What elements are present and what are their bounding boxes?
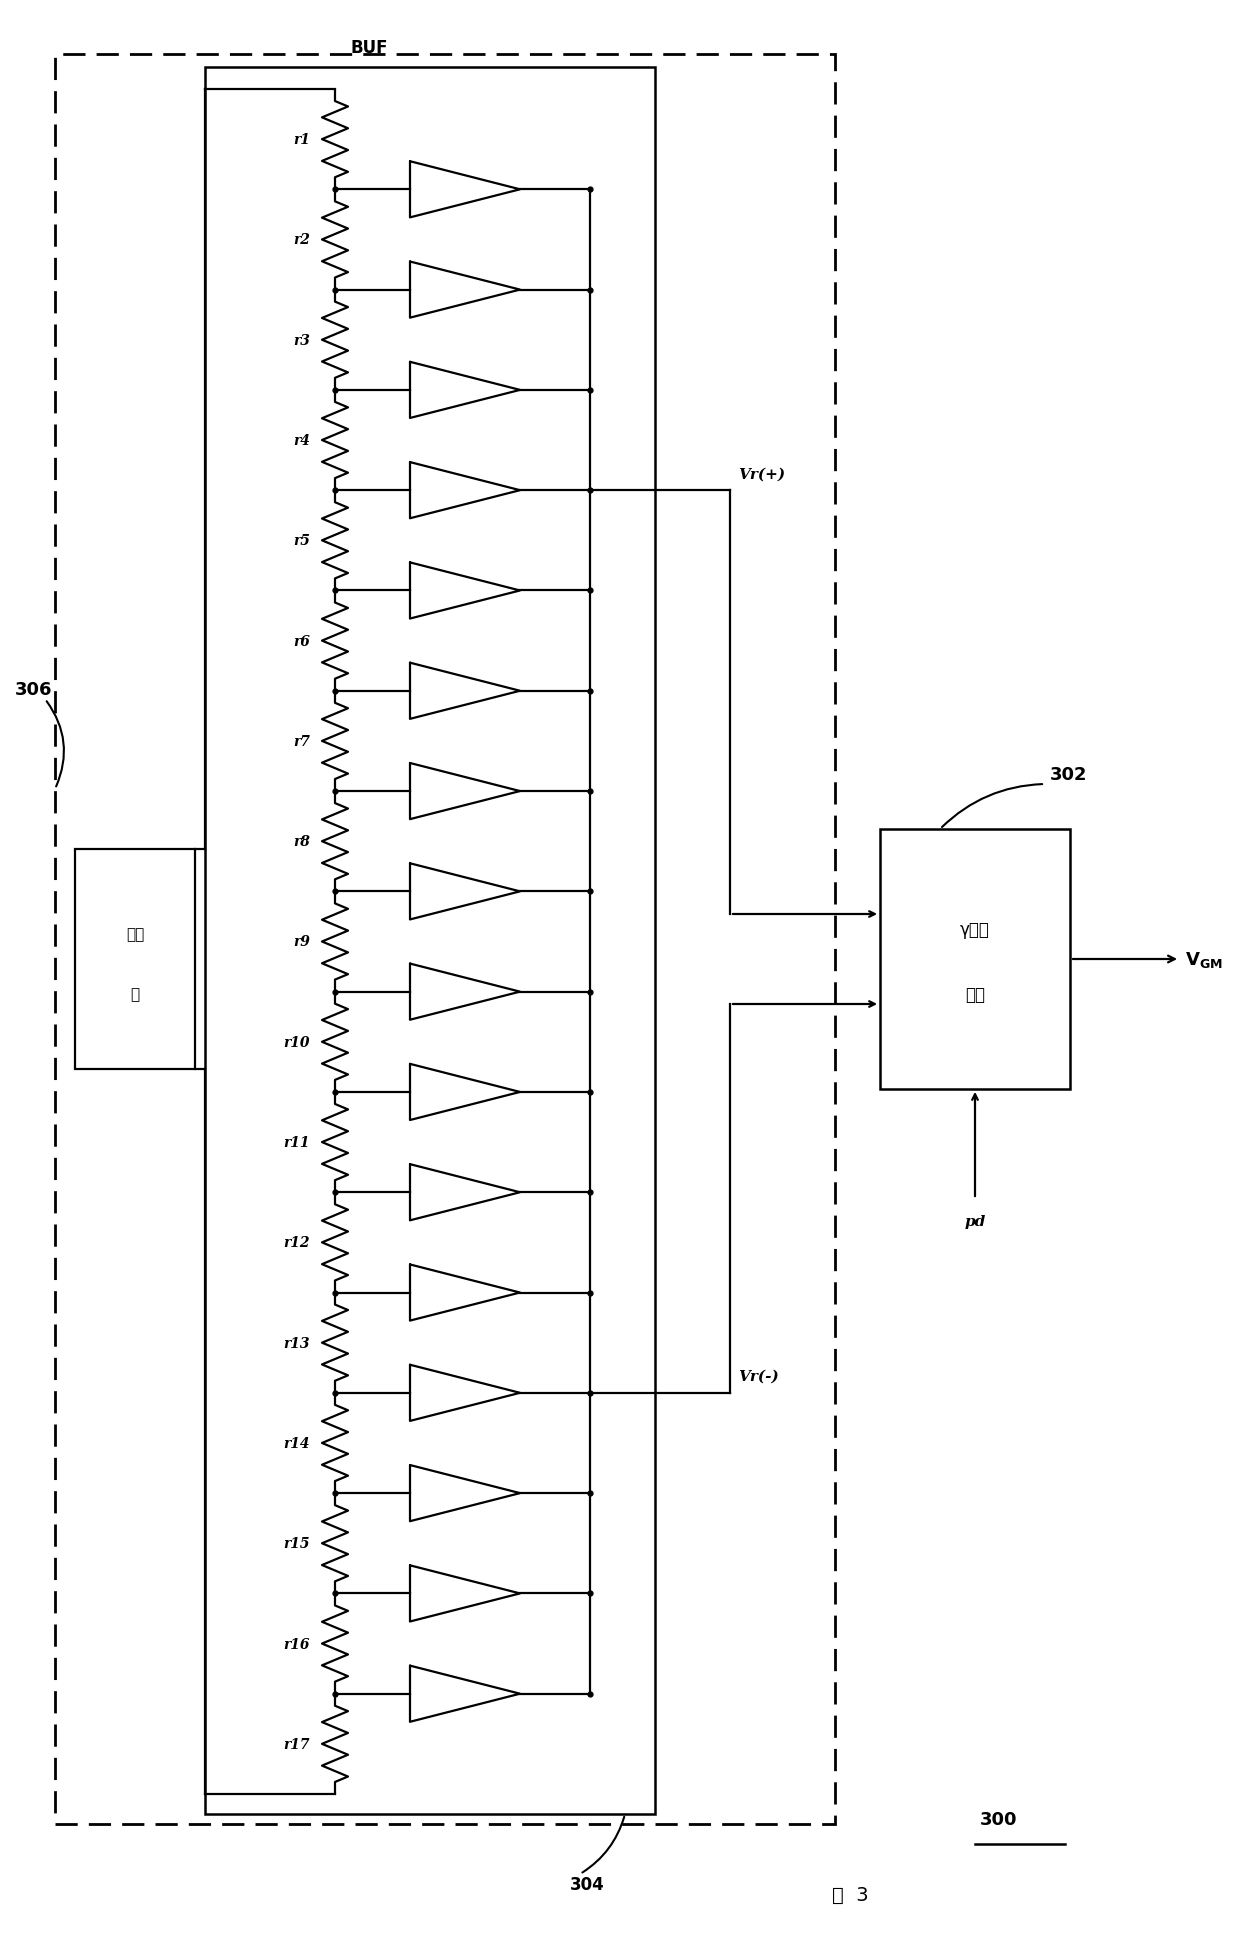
Text: r7: r7 bbox=[293, 735, 310, 748]
Text: 302: 302 bbox=[1050, 766, 1087, 783]
Text: 304: 304 bbox=[570, 1875, 605, 1892]
Text: r9: r9 bbox=[293, 935, 310, 948]
Text: 图  3: 图 3 bbox=[832, 1885, 868, 1904]
Text: $\mathbf{V_{GM}}$: $\mathbf{V_{GM}}$ bbox=[1185, 950, 1223, 970]
Text: r14: r14 bbox=[284, 1437, 310, 1450]
Text: r12: r12 bbox=[284, 1235, 310, 1251]
Text: 源: 源 bbox=[130, 987, 140, 1002]
Bar bbox=[55, 54, 835, 1825]
Text: pd: pd bbox=[965, 1214, 986, 1229]
Text: r4: r4 bbox=[293, 434, 310, 448]
Text: r10: r10 bbox=[284, 1035, 310, 1049]
Text: r5: r5 bbox=[293, 533, 310, 549]
Text: 300: 300 bbox=[980, 1811, 1018, 1828]
Text: 电压: 电压 bbox=[126, 927, 144, 942]
Text: r3: r3 bbox=[293, 334, 310, 347]
Bar bbox=[74, 849, 195, 1070]
Text: 306: 306 bbox=[15, 681, 52, 698]
Text: r11: r11 bbox=[284, 1136, 310, 1150]
Text: r6: r6 bbox=[293, 634, 310, 648]
Text: r15: r15 bbox=[284, 1536, 310, 1551]
Bar bbox=[880, 830, 1070, 1090]
Text: r16: r16 bbox=[284, 1637, 310, 1650]
Text: r13: r13 bbox=[284, 1336, 310, 1350]
Text: r1: r1 bbox=[293, 134, 310, 147]
Text: r17: r17 bbox=[284, 1737, 310, 1751]
Text: Vr(+): Vr(+) bbox=[738, 467, 785, 481]
Text: r8: r8 bbox=[293, 836, 310, 849]
Text: 电路: 电路 bbox=[965, 985, 985, 1004]
Text: r2: r2 bbox=[293, 233, 310, 248]
Text: Vr(-): Vr(-) bbox=[738, 1369, 779, 1383]
Bar bbox=[205, 68, 655, 1815]
Text: BUF: BUF bbox=[350, 39, 388, 56]
Text: γ校正: γ校正 bbox=[960, 921, 990, 938]
